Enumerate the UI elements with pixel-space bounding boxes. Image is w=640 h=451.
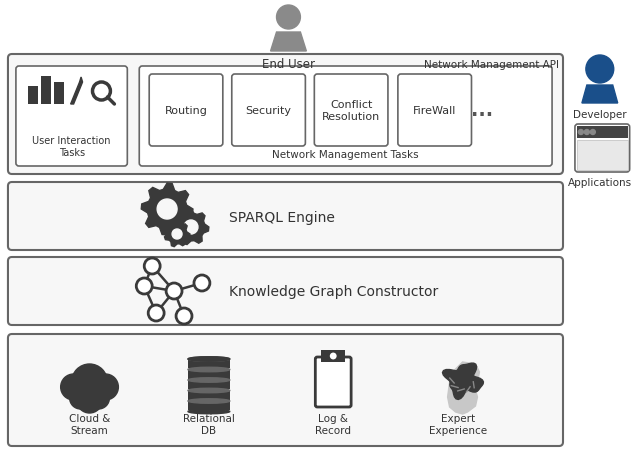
Bar: [54, 83, 63, 105]
FancyBboxPatch shape: [575, 125, 630, 173]
Text: Network Management Tasks: Network Management Tasks: [272, 150, 419, 160]
Text: Relational
DB: Relational DB: [183, 413, 235, 435]
Circle shape: [148, 305, 164, 321]
Circle shape: [176, 308, 192, 324]
Ellipse shape: [188, 388, 230, 393]
FancyBboxPatch shape: [16, 67, 127, 166]
Polygon shape: [173, 210, 209, 245]
Circle shape: [329, 352, 338, 361]
Circle shape: [579, 130, 584, 135]
Ellipse shape: [188, 410, 230, 414]
Text: FireWall: FireWall: [413, 106, 456, 116]
Polygon shape: [141, 184, 193, 235]
Bar: [41, 77, 51, 105]
Bar: [188, 370, 230, 379]
Ellipse shape: [188, 368, 230, 372]
Circle shape: [77, 387, 102, 413]
Ellipse shape: [188, 357, 230, 361]
Text: Conflict
Resolution: Conflict Resolution: [322, 100, 380, 121]
Circle shape: [172, 230, 182, 239]
FancyBboxPatch shape: [8, 55, 563, 175]
Ellipse shape: [188, 399, 230, 403]
Circle shape: [157, 199, 177, 220]
Text: Developer: Developer: [573, 110, 627, 120]
Text: Expert
Experience: Expert Experience: [429, 413, 486, 435]
FancyBboxPatch shape: [149, 75, 223, 147]
Text: End User: End User: [262, 58, 315, 71]
FancyBboxPatch shape: [314, 75, 388, 147]
Circle shape: [184, 221, 198, 235]
Polygon shape: [70, 83, 83, 105]
Circle shape: [276, 6, 300, 30]
Bar: [577, 127, 628, 139]
Polygon shape: [164, 221, 190, 247]
FancyBboxPatch shape: [316, 357, 351, 407]
Circle shape: [61, 374, 86, 400]
Circle shape: [136, 278, 152, 295]
Circle shape: [144, 258, 160, 274]
Text: Log &
Record: Log & Record: [316, 413, 351, 435]
Bar: [28, 87, 38, 105]
FancyBboxPatch shape: [398, 75, 472, 147]
Circle shape: [93, 374, 118, 400]
Bar: [188, 391, 230, 400]
Circle shape: [584, 130, 589, 135]
Polygon shape: [447, 362, 479, 414]
Bar: [577, 141, 628, 170]
Circle shape: [194, 276, 210, 291]
Text: Knowledge Graph Constructor: Knowledge Graph Constructor: [228, 285, 438, 299]
Text: SPARQL Engine: SPARQL Engine: [228, 211, 335, 225]
Circle shape: [586, 56, 614, 84]
Circle shape: [590, 130, 595, 135]
Bar: [188, 380, 230, 389]
Bar: [321, 350, 345, 362]
FancyBboxPatch shape: [8, 334, 563, 446]
Text: Cloud &
Stream: Cloud & Stream: [69, 413, 110, 435]
FancyBboxPatch shape: [140, 67, 552, 166]
Polygon shape: [582, 86, 618, 104]
Polygon shape: [442, 364, 483, 400]
Text: Applications: Applications: [568, 178, 632, 188]
Bar: [188, 401, 230, 410]
FancyBboxPatch shape: [232, 75, 305, 147]
Circle shape: [88, 387, 109, 409]
Ellipse shape: [188, 378, 230, 382]
Circle shape: [70, 387, 92, 409]
Text: Routing: Routing: [164, 106, 207, 116]
Polygon shape: [271, 33, 307, 52]
FancyBboxPatch shape: [8, 183, 563, 250]
Ellipse shape: [188, 357, 230, 361]
FancyBboxPatch shape: [8, 258, 563, 325]
Text: Network Management API: Network Management API: [424, 60, 559, 70]
Bar: [188, 359, 230, 368]
Circle shape: [72, 364, 108, 400]
Circle shape: [166, 283, 182, 299]
Text: ...: ...: [472, 101, 493, 120]
Polygon shape: [79, 78, 83, 83]
Text: Security: Security: [246, 106, 292, 116]
Text: User Interaction
Tasks: User Interaction Tasks: [33, 136, 111, 158]
